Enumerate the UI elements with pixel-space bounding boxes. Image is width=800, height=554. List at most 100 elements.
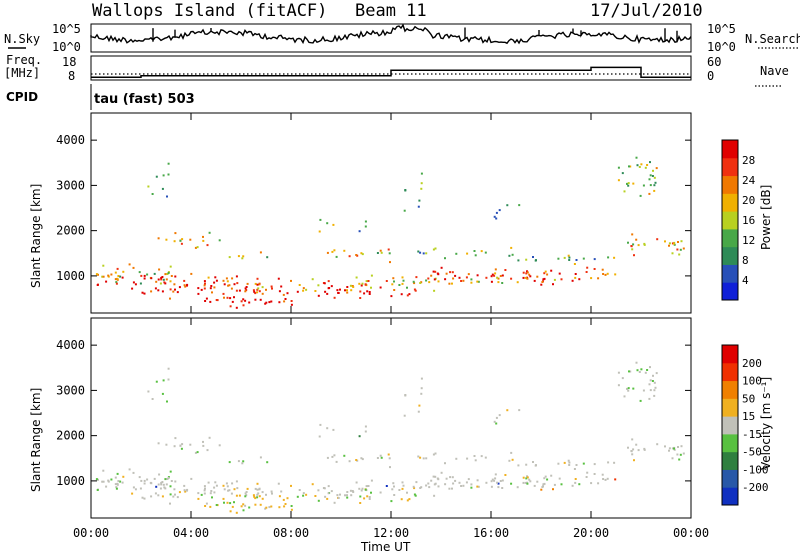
velocity-cell [636,369,639,372]
velocity-cell [302,492,305,495]
velocity-cell [121,481,124,484]
power-cell [197,287,200,290]
velocity-cell [493,479,496,482]
power-cell [640,163,643,166]
time-axis-label: Time UT [360,540,411,554]
freq-left-tick-top: 18 [62,55,76,69]
power-cell [451,282,453,285]
power-cell [593,258,596,261]
velocity-cell [332,428,335,431]
power-cell [190,272,193,275]
power-cell [150,277,153,280]
velocity-cell [413,493,416,496]
power-cell [403,209,406,212]
power-cell [244,287,247,290]
power-cell [107,274,110,277]
x-tick-label: 00:00 [673,526,709,540]
velocity-cell [408,498,411,501]
power-cell [164,273,167,276]
power-cell [408,293,411,296]
velocity-cell [553,483,556,486]
power-cell [226,280,229,283]
velocity-cell [208,436,211,439]
power-cell [414,289,417,292]
colorbar-swatch [722,175,738,194]
velocity-cell [335,460,338,463]
velocity-cell [215,484,218,487]
velocity-cell [642,389,645,392]
velocity-cell [363,497,366,500]
velocity-cell [278,495,281,498]
velocity-cell [158,473,161,476]
power-cell [585,271,588,273]
power-cell [352,286,355,288]
velocity-cell [326,497,329,500]
power-cell [631,248,634,251]
velocity-cell [248,506,251,509]
velocity-cell [380,456,383,459]
power-cell [679,248,682,251]
power-cell [677,241,679,243]
power-cell [158,268,161,271]
power-cell [385,280,388,282]
power-cell [189,238,192,241]
power-cell [105,280,108,283]
velocity-cell [474,459,477,462]
colorbar-swatch [722,362,738,382]
velocity-cell [510,482,513,485]
velocity-cell [437,485,440,488]
power-cell [337,292,340,294]
velocity-cell [229,510,232,513]
velocity-cell [368,496,371,498]
power-cell [525,272,528,275]
velocity-cell [139,487,142,490]
velocity-cell [184,490,187,493]
power-cell [532,256,534,258]
power-cell [256,291,259,294]
power-cell [265,288,267,291]
power-cell [228,284,231,287]
colorbar-frame [721,344,739,506]
power-cell [415,276,418,279]
velocity-cell [379,454,382,457]
velocity-cell [449,476,452,479]
power-cell [646,164,649,166]
velocity-cell [649,379,652,382]
velocity-cell [181,443,184,446]
velocity-cell [389,466,391,469]
power-cell [465,276,468,279]
velocity-cell [173,445,176,448]
power-cell [207,276,210,279]
power-cell [296,290,299,293]
power-cell [102,264,105,267]
colorbar-swatch [722,264,738,283]
power-cell [324,290,327,293]
velocity-cell [364,430,367,433]
velocity-cell [102,480,105,483]
velocity-cell [476,485,479,488]
power-cell [209,287,212,290]
power-cell [164,282,167,285]
velocity-cell [637,449,640,452]
power-cell [648,178,651,181]
power-cell [433,289,436,292]
velocity-cell [485,481,488,484]
power-cell [387,248,390,251]
velocity-cell [524,481,527,484]
velocity-cell [282,498,285,501]
power-cell [627,241,629,244]
power-cell [366,290,369,293]
power-cell [498,209,501,212]
velocity-cell [528,478,531,481]
velocity-cell [355,481,358,484]
velocity-cell [448,487,451,490]
velocity-cell [155,485,158,488]
power-cell [402,279,405,282]
velocity-cell [633,459,635,462]
power-cell [203,280,206,283]
power-cell [437,273,440,276]
velocity-cell [432,453,435,456]
power-cell [627,182,630,185]
colorbar-swatch [722,398,738,417]
